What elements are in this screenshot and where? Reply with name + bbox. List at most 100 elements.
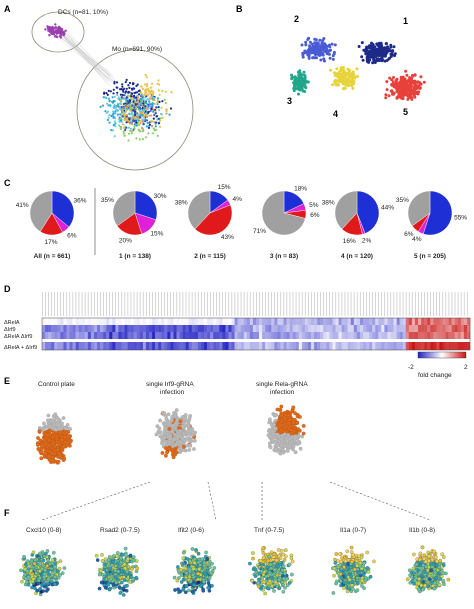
heatmap-cell	[424, 325, 428, 332]
heatmap-cell	[234, 318, 238, 325]
heatmap-cell	[149, 318, 153, 325]
pie-4-label-3: 38%	[322, 199, 335, 206]
heatmap-cell	[84, 318, 89, 325]
heatmap-cell	[66, 332, 70, 339]
gene-tick-mark	[421, 292, 422, 316]
pie-3-label-2: 6%	[310, 212, 320, 219]
gene-tick-mark	[457, 292, 459, 316]
heatmap-cell	[191, 325, 196, 332]
gene-title-tnf: Tnf (0-7.5)	[254, 527, 284, 534]
heatmap-cell	[63, 342, 67, 350]
heatmap-cell	[170, 332, 174, 339]
gene-tick-mark	[78, 292, 80, 316]
heatmap-cell	[393, 332, 397, 339]
heatmap-cell	[454, 332, 458, 339]
heatmap-cell	[445, 325, 449, 332]
heatmap-cell	[225, 318, 229, 325]
heatmap-cell	[399, 318, 403, 325]
heatmap-cell	[145, 332, 150, 339]
heatmap-cell	[115, 325, 119, 332]
heatmap-cell	[112, 342, 116, 350]
heatmap-cell	[314, 332, 318, 339]
gene-tick-mark	[115, 292, 116, 316]
heatmap-cell	[421, 318, 425, 325]
heatmap-cell	[142, 325, 147, 332]
heatmap-cell	[304, 342, 309, 350]
heatmap-cell	[142, 318, 147, 325]
heatmap-cell	[427, 318, 431, 325]
gene-tick-mark	[133, 292, 135, 316]
gene-tick-mark	[408, 292, 410, 316]
heatmap-cell	[378, 332, 382, 339]
gene-tick-mark	[311, 292, 312, 316]
heatmap-cell	[57, 318, 61, 325]
heatmap-cell	[152, 342, 156, 350]
heatmap-cell	[213, 318, 217, 325]
pie-0-label-3: 41%	[16, 202, 29, 209]
heatmap-cell	[341, 342, 345, 350]
heatmap-cell	[372, 318, 376, 325]
heatmap-cell	[121, 325, 125, 332]
gene-tick-mark	[54, 292, 55, 316]
heatmap-cell	[295, 332, 299, 339]
gene-tick-mark	[191, 292, 193, 316]
heatmap-cell	[213, 342, 217, 350]
gene-tick-mark	[326, 292, 327, 316]
heatmap-cell	[387, 318, 391, 325]
pie-2-label-1: 4%	[232, 196, 242, 203]
heatmap-cell	[259, 318, 263, 325]
heatmap-cell	[219, 342, 223, 350]
heatmap-cell	[332, 342, 336, 350]
heatmap-cell	[436, 318, 440, 325]
pie-0-title: All (n = 661)	[34, 253, 71, 260]
heatmap-cell	[341, 325, 345, 332]
heatmap-cell	[393, 325, 397, 332]
heatmap-cell	[298, 332, 303, 339]
heatmap-cell	[191, 342, 196, 350]
heatmap-cell	[445, 332, 449, 339]
heatmap-cell	[118, 318, 122, 325]
pie-5-label-3: 35%	[396, 197, 409, 204]
heatmap-cell	[139, 342, 144, 350]
f-scatter-plots	[19, 545, 451, 597]
gene-tick-mark	[298, 292, 300, 316]
heatmap-cells	[41, 317, 471, 351]
gene-tick-mark	[149, 292, 150, 316]
heatmap-cell	[271, 325, 275, 332]
gene-tick-mark	[442, 292, 444, 316]
heatmap-cell	[332, 325, 336, 332]
heatmap-cell	[381, 342, 385, 350]
heatmap-cell	[451, 332, 455, 339]
heatmap-cell	[228, 342, 232, 350]
cluster-label-1: 1	[403, 16, 408, 26]
heatmap-cell	[222, 342, 226, 350]
heatmap-cell	[439, 325, 443, 332]
gene-tick-mark	[301, 292, 303, 316]
heatmap-cell	[158, 325, 162, 332]
heatmap-cell	[259, 342, 263, 350]
heatmap-cell	[197, 342, 202, 350]
gene-tick-mark	[213, 292, 214, 316]
heatmap-cell	[286, 325, 290, 332]
heatmap-cell	[311, 325, 315, 332]
pie-0-label-0: 36%	[73, 198, 86, 205]
heatmap-cell	[292, 332, 296, 339]
heatmap-cell	[103, 342, 107, 350]
heatmap-cell	[170, 342, 174, 350]
heatmap-cell	[112, 318, 116, 325]
heatmap-cell	[256, 342, 260, 350]
heatmap-cell	[332, 318, 336, 325]
heatmap-cell	[283, 342, 287, 350]
heatmap-cell	[158, 342, 162, 350]
heatmap-cell	[265, 342, 269, 350]
heatmap-cell	[240, 318, 244, 325]
heatmap-cell	[256, 325, 260, 332]
heatmap-cell	[323, 332, 327, 339]
heatmap-cell	[124, 342, 128, 350]
heatmap-cell	[359, 325, 364, 332]
heatmap-cell	[237, 342, 241, 350]
heatmap-cell	[210, 332, 214, 339]
heatmap-cell	[433, 325, 437, 332]
heatmap-cell	[268, 325, 272, 332]
gene-tick-mark	[265, 292, 266, 316]
